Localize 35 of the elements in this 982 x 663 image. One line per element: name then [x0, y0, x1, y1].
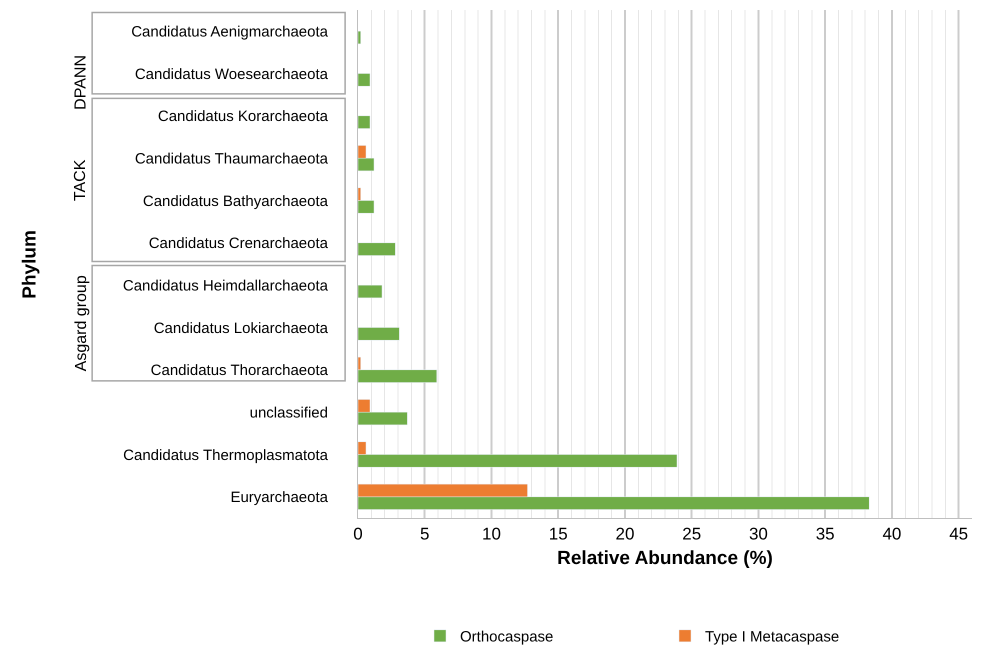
- y-tick-label: Candidatus Woesearchaeota: [134, 66, 329, 83]
- text: DPANN: [72, 55, 90, 110]
- bar: [358, 284, 382, 298]
- x-tick-label: 10: [482, 524, 501, 544]
- y-tick-label: Candidatus Aenigmarchaeota: [131, 23, 329, 40]
- bar: [358, 327, 400, 340]
- y-axis-title: Phylum: [20, 230, 41, 299]
- text: TACK: [72, 159, 90, 202]
- x-axis-title: Relative Abundance (%): [557, 548, 773, 570]
- bar: [358, 73, 370, 86]
- x-tick-label: 40: [882, 524, 902, 544]
- y-tick-label: Candidatus Bathyarchaeota: [142, 192, 329, 210]
- y-tick-label: Candidatus Heimdallarchaeota: [122, 277, 329, 294]
- y-tick-label: Candidatus Lokiarchaeota: [154, 320, 329, 337]
- y-tick-label: Candidatus Thorarchaeota: [150, 362, 329, 380]
- x-tick-label: 0: [353, 524, 363, 544]
- x-tick-label: 20: [616, 524, 634, 544]
- bar: [358, 242, 396, 256]
- x-tick-label: 25: [682, 524, 702, 544]
- bar: [358, 116, 370, 129]
- x-tick-label: 15: [548, 524, 568, 544]
- y-tick-label: Candidatus Thermoplasmatota: [123, 446, 329, 464]
- legend-label: Type I Metacaspase: [705, 628, 840, 646]
- legend-label: Orthocaspase: [460, 628, 554, 646]
- bar: [358, 30, 361, 44]
- x-tick-label: 45: [949, 524, 968, 544]
- y-tick-label: Euryarchaeota: [230, 489, 329, 506]
- y-tick-label: Candidatus Thaumarchaeota: [134, 150, 329, 168]
- x-tick-label: 35: [816, 524, 835, 544]
- x-tick-label: 5: [420, 524, 430, 544]
- y-tick-label: Candidatus Korarchaeota: [158, 108, 329, 126]
- y-tick-label: Candidatus Crenarchaeota: [148, 235, 329, 252]
- x-tick-label: 30: [748, 524, 768, 544]
- text: Asgard group: [72, 275, 90, 372]
- y-tick-label: unclassified: [250, 404, 328, 422]
